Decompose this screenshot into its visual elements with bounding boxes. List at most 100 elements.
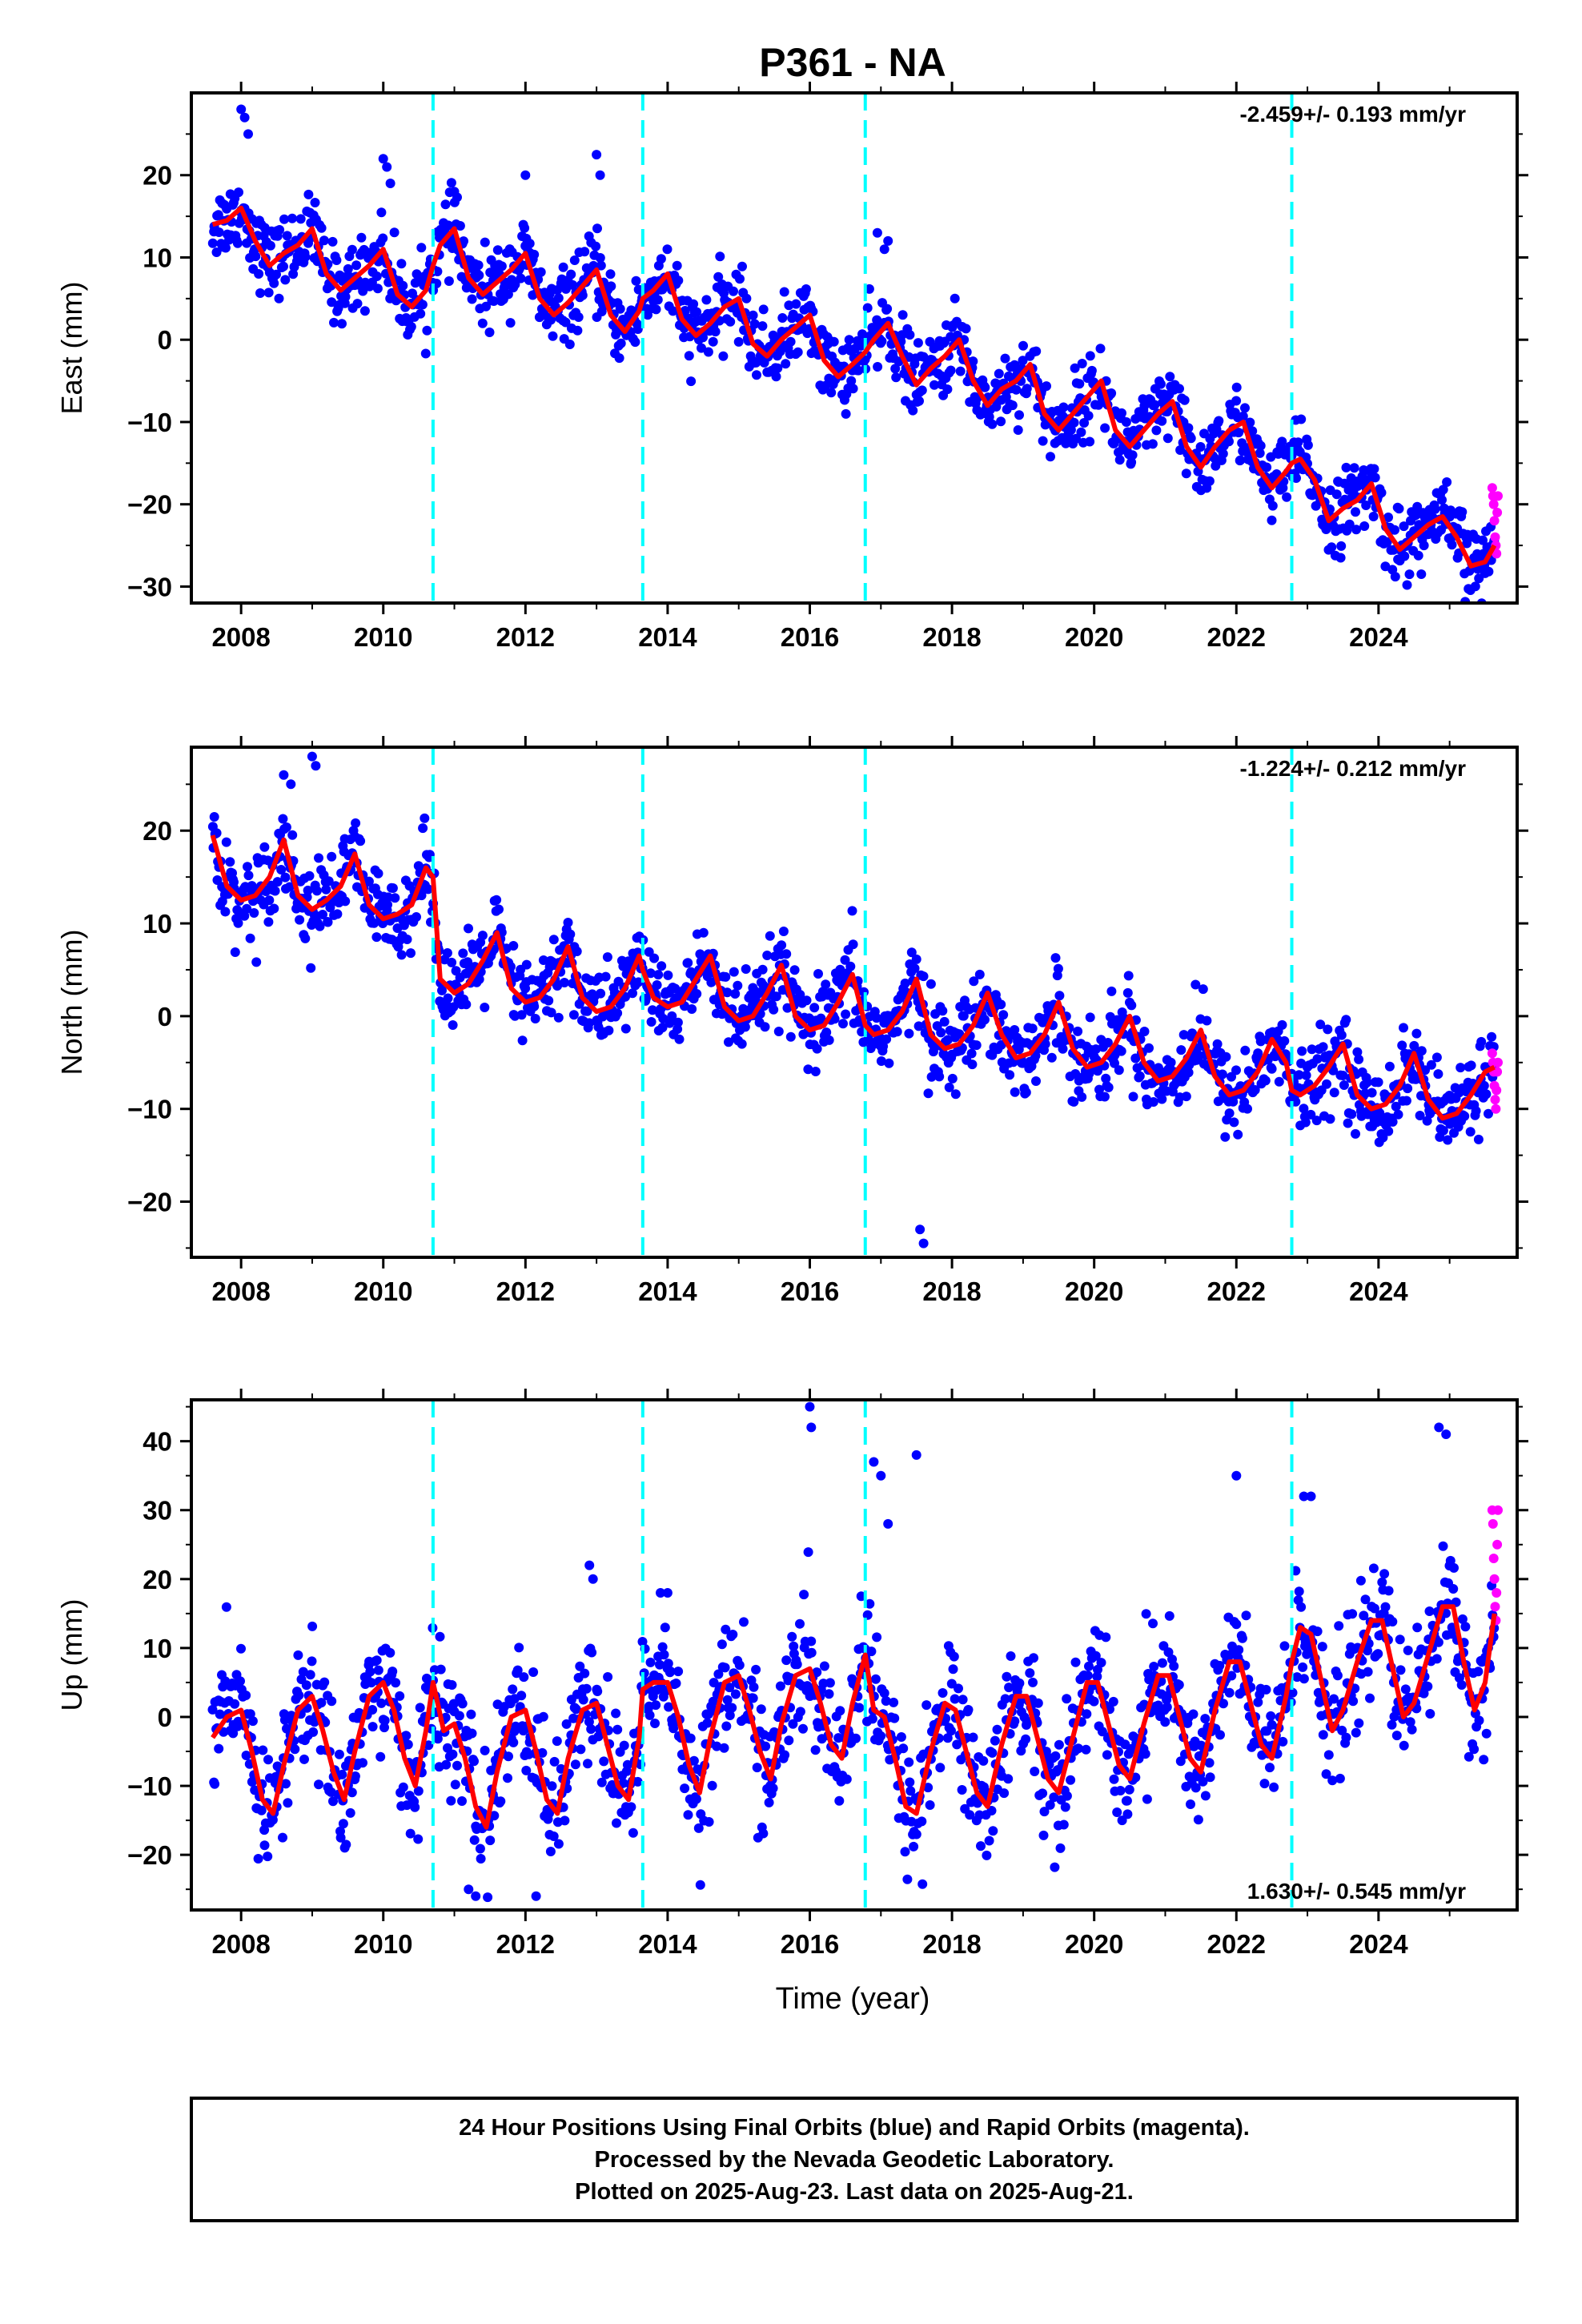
data-point (709, 1678, 719, 1688)
data-point (1140, 1749, 1150, 1759)
data-point (1117, 1815, 1127, 1826)
data-point (657, 1642, 668, 1652)
data-point (1323, 1024, 1333, 1035)
data-point (884, 1058, 894, 1068)
data-point (905, 1786, 916, 1796)
data-point (721, 1721, 732, 1731)
data-point (1082, 1709, 1092, 1719)
data-point (866, 1647, 877, 1657)
data-point (316, 223, 327, 233)
data-point (798, 1723, 808, 1734)
data-point (1351, 507, 1360, 517)
data-point (777, 313, 788, 323)
data-point (1195, 442, 1206, 452)
data-point (383, 899, 392, 910)
data-point (632, 1776, 643, 1787)
data-point (1250, 1085, 1260, 1095)
data-point (242, 903, 252, 914)
data-point (416, 891, 427, 901)
data-point (417, 300, 428, 310)
data-point (516, 1691, 527, 1701)
data-point (950, 1694, 960, 1704)
data-point (1174, 1679, 1184, 1690)
data-point (477, 931, 488, 941)
data-point (695, 1880, 705, 1890)
data-point (412, 912, 421, 922)
data-point (926, 979, 936, 989)
data-point (1079, 418, 1090, 428)
data-point (702, 1718, 713, 1728)
data-point (957, 1785, 967, 1795)
data-point (1322, 1079, 1331, 1089)
data-point (1071, 433, 1081, 444)
data-point (458, 948, 468, 959)
data-point (1238, 411, 1248, 421)
data-point (938, 1688, 948, 1698)
data-point (996, 416, 1006, 427)
data-point (351, 260, 362, 271)
outlier-point (872, 227, 882, 238)
data-point (775, 346, 785, 356)
data-point (1058, 402, 1069, 412)
data-point (942, 1035, 953, 1045)
data-point (1380, 1602, 1391, 1612)
data-point (847, 906, 857, 916)
data-point (358, 1758, 367, 1768)
outlier-point (915, 1224, 926, 1235)
data-point (1187, 1028, 1198, 1039)
data-point (221, 837, 231, 847)
data-point (385, 1647, 396, 1658)
data-point (987, 1747, 998, 1758)
data-point (733, 336, 744, 347)
data-point (1018, 340, 1028, 351)
outlier-point (806, 1422, 817, 1433)
data-point (287, 830, 298, 840)
data-point (423, 884, 433, 895)
data-point (272, 877, 283, 887)
data-point (461, 999, 472, 1010)
data-point (303, 189, 314, 199)
data-point (1334, 1621, 1344, 1631)
data-point (683, 958, 693, 968)
data-point (596, 1777, 607, 1787)
data-point (587, 1647, 597, 1658)
data-point (545, 1847, 556, 1856)
data-point (841, 1009, 851, 1019)
rapid-orbit-points (1487, 483, 1503, 559)
data-point (538, 955, 548, 965)
data-point (1412, 1622, 1423, 1633)
data-point (1066, 1775, 1076, 1785)
data-point (668, 306, 678, 316)
data-point (992, 1724, 1002, 1735)
data-point (1215, 1730, 1225, 1740)
data-point (838, 1019, 848, 1029)
data-point (1215, 1660, 1225, 1671)
data-point (728, 1630, 738, 1639)
data-point (328, 1796, 338, 1807)
data-point (769, 1004, 779, 1015)
data-point (689, 299, 699, 309)
data-point (1217, 1069, 1227, 1080)
outlier-point (879, 244, 889, 255)
data-point (1474, 1715, 1484, 1726)
data-point (232, 238, 243, 248)
data-point (359, 306, 370, 316)
data-point (686, 376, 697, 387)
data-point (1106, 388, 1117, 398)
data-point (327, 297, 337, 308)
data-point (1382, 537, 1392, 547)
data-point (671, 1679, 681, 1688)
data-point (730, 1689, 741, 1699)
data-point (508, 941, 519, 951)
data-point (1021, 1734, 1031, 1744)
data-point (308, 1727, 319, 1737)
data-point (762, 951, 773, 960)
data-point (251, 251, 261, 262)
data-point (401, 1731, 412, 1741)
data-point (1062, 1791, 1072, 1801)
x-tick-label: 2018 (922, 622, 981, 652)
data-point (667, 1011, 677, 1021)
data-point (1240, 403, 1250, 413)
data-point (1224, 1687, 1235, 1698)
data-point (611, 1708, 621, 1719)
